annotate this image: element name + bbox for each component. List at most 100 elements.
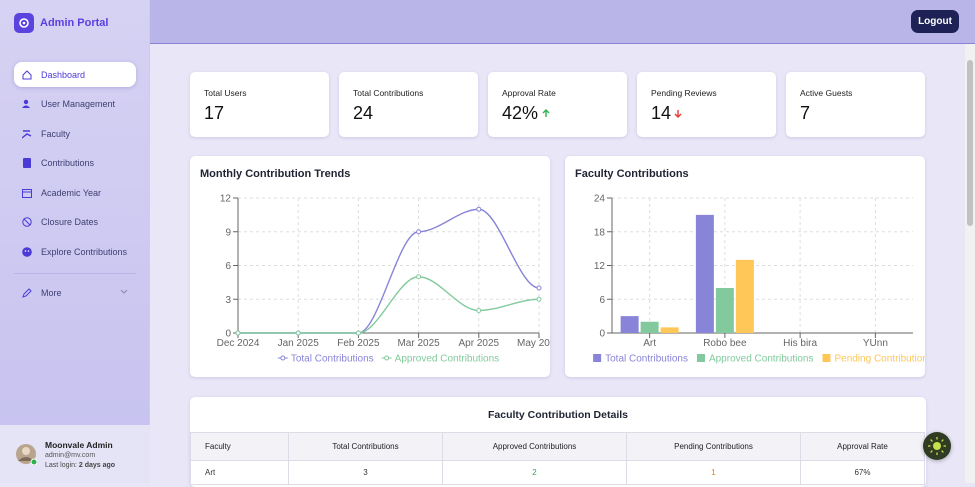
nav-item[interactable]: Explore Contributions [14, 239, 136, 264]
stat-label: Active Guests [800, 88, 853, 98]
y-tick-label: 24 [594, 194, 606, 205]
brand-icon [14, 13, 34, 33]
nav-item[interactable]: Faculty [14, 121, 136, 146]
sidebar: Admin Portal Dashboard User Management F… [0, 0, 150, 483]
nav-item[interactable]: Academic Year [14, 180, 136, 205]
point [355, 330, 361, 336]
point [416, 229, 422, 235]
bar [695, 214, 714, 333]
legend-label: Approved Contributions [395, 354, 500, 365]
legend-label: Approved Contributions [709, 354, 814, 365]
chart: 0 3 6 9 12 Dec 2024 Jan 2025 Feb 2025 Mar 2025 Ap… [217, 194, 550, 365]
divider [14, 273, 136, 274]
scrollbar[interactable] [965, 44, 975, 483]
scroll-thumb[interactable] [967, 60, 973, 226]
stat-card: Pending Reviews 14 [637, 72, 776, 137]
y-tick-label: 6 [225, 261, 231, 272]
stat-value: 24 [353, 103, 374, 123]
more-toggle[interactable]: More [14, 280, 136, 305]
x-tick-label: Apr 2025 [459, 338, 500, 349]
legend-swatch [822, 354, 831, 362]
trend-down-icon [674, 110, 682, 118]
table-header: Faculty Total Contributions Approved Con… [190, 432, 925, 461]
nav-item[interactable]: Contributions [14, 150, 136, 175]
last-login: Last login: 2 days ago [45, 462, 115, 469]
chart: 0 6 12 18 24 Art Robo bee His bira YUnn Total Con… [593, 194, 925, 365]
legend-label: Total Contributions [605, 354, 688, 365]
nav-label: Closure Dates [41, 216, 99, 227]
nav-label: Contributions [41, 157, 95, 168]
nav-label: More [41, 287, 62, 298]
point [235, 330, 241, 336]
legend-label: Total Contributions [291, 354, 374, 365]
stat-label: Approval Rate [502, 88, 556, 98]
x-tick-label: Feb 2025 [337, 338, 380, 349]
stat-label: Total Contributions [353, 88, 424, 98]
user-name: Moonvale Admin [45, 440, 113, 450]
nav-item[interactable]: Closure Dates [14, 209, 136, 234]
y-tick-label: 12 [594, 261, 606, 272]
nav-label: Academic Year [41, 187, 102, 198]
chart-card: Faculty Contributions 0 6 12 18 24 Art Robo be… [565, 156, 925, 377]
nav-label: Explore Contributions [41, 246, 128, 257]
chart-title: Monthly Contribution Trends [200, 168, 351, 180]
legend-swatch-dot [280, 355, 286, 361]
x-tick-label: May 2025 [517, 338, 550, 349]
x-tick-label: Robo bee [703, 338, 747, 349]
x-tick-label: YUnn [863, 338, 888, 349]
table-card: Faculty Contribution Details Faculty Tot… [190, 397, 926, 487]
stat-value: 17 [204, 103, 225, 123]
column-header: Approved Contributions [442, 432, 627, 461]
nav-label: Faculty [41, 128, 71, 139]
stat-label: Pending Reviews [651, 88, 717, 98]
bar [660, 327, 679, 333]
logout-button[interactable]: Logout [911, 10, 959, 33]
legend-swatch [696, 354, 705, 362]
bar [620, 316, 639, 333]
point [536, 296, 542, 302]
column-header: Pending Contributions [626, 432, 801, 461]
stat-label: Total Users [204, 88, 247, 98]
table-row: Art 3 2 1 67% [190, 460, 925, 485]
point [416, 274, 422, 280]
point [295, 330, 301, 336]
cell: 3 [288, 460, 443, 485]
point [476, 308, 482, 313]
legend: Total Contributions Approved Contribution… [277, 354, 500, 365]
point [536, 285, 542, 291]
table-title: Faculty Contribution Details [487, 409, 628, 421]
series-line [237, 208, 540, 334]
y-tick-label: 9 [225, 227, 231, 238]
stat-card: Total Contributions 24 [339, 72, 478, 137]
legend-label: Pending Contributions [834, 354, 925, 365]
stat-card: Total Users 17 [190, 72, 329, 137]
user-panel: Moonvale Admin admin@mv.com Last login: … [0, 425, 150, 483]
header: Logout [150, 0, 975, 44]
bar [735, 259, 754, 333]
x-tick-label: Jan 2025 [278, 338, 320, 349]
stat-value: 14 [651, 103, 672, 123]
y-tick-label: 6 [599, 295, 605, 306]
cell: Art [190, 460, 289, 485]
cell: 1 [626, 460, 801, 485]
point [476, 206, 482, 212]
legend-swatch-dot [384, 355, 390, 361]
y-tick-label: 12 [220, 194, 232, 205]
x-tick-label: Mar 2025 [397, 338, 440, 349]
column-header: Faculty [190, 432, 289, 461]
last-login-label: Last login: [45, 462, 77, 469]
stat-card: Active Guests 7 [786, 72, 925, 137]
theme-toggle[interactable] [923, 432, 951, 460]
y-tick-label: 18 [594, 227, 606, 238]
stat-value: 42% [502, 103, 539, 123]
legend-swatch [593, 354, 602, 362]
nav-item[interactable]: Dashboard [14, 62, 136, 87]
stat-card: Approval Rate 42% [488, 72, 627, 137]
bar [640, 321, 659, 333]
y-tick-label: 0 [599, 329, 605, 340]
nav-item[interactable]: User Management [14, 91, 136, 116]
series-line [237, 276, 540, 334]
chart-card: Monthly Contribution Trends 0 3 6 9 12 Dec 20… [190, 156, 550, 377]
y-tick-label: 0 [225, 329, 231, 340]
